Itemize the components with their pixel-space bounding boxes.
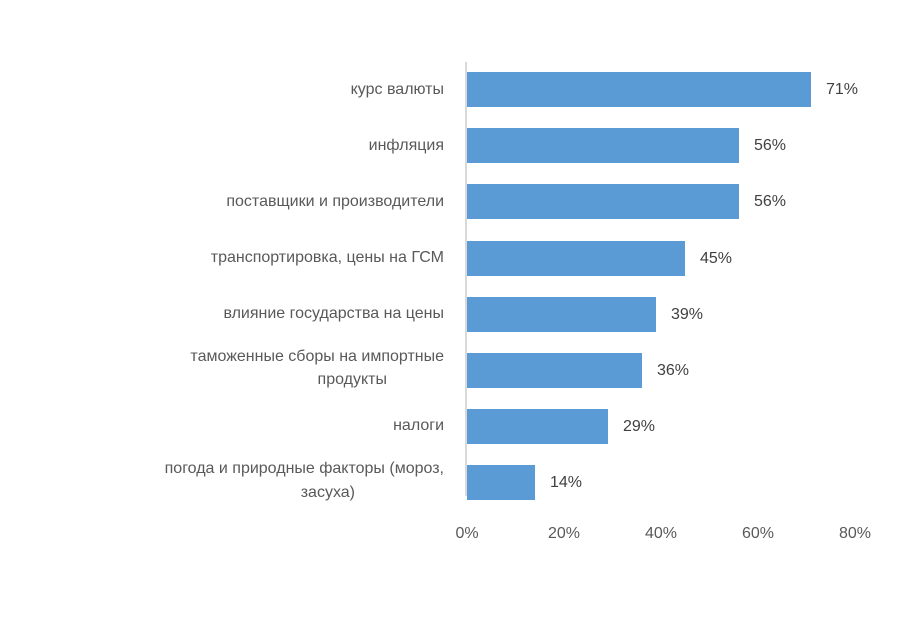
category-label: таможенные сборы на импортные xyxy=(190,348,444,365)
bar xyxy=(467,241,685,276)
category-label: погода и природные факторы (мороз, xyxy=(164,460,444,477)
category-label: налоги xyxy=(393,417,444,434)
bar xyxy=(467,353,642,388)
category-label: влияние государства на цены xyxy=(223,305,444,322)
x-tick-label: 0% xyxy=(455,525,479,542)
data-label: 56% xyxy=(754,137,787,154)
category-label: поставщики и производители xyxy=(226,193,444,210)
data-label: 39% xyxy=(671,306,704,323)
x-tick-label: 20% xyxy=(547,525,581,542)
x-tick-label: 80% xyxy=(838,525,872,542)
bar xyxy=(467,128,739,163)
x-tick-label: 60% xyxy=(741,525,775,542)
data-label: 71% xyxy=(826,81,859,98)
bar xyxy=(467,409,608,444)
bar xyxy=(467,184,739,219)
category-label: транспортировка, цены на ГСМ xyxy=(210,249,444,266)
category-label: инфляция xyxy=(368,137,444,154)
data-label: 45% xyxy=(700,250,733,267)
y-axis-line xyxy=(465,62,467,496)
category-label: курс валюты xyxy=(350,81,444,98)
category-label: продукты xyxy=(317,371,387,388)
bar xyxy=(467,297,656,332)
bar xyxy=(467,465,535,500)
data-label: 29% xyxy=(623,418,656,435)
data-label: 36% xyxy=(657,362,690,379)
x-tick-label: 40% xyxy=(644,525,678,542)
data-label: 14% xyxy=(550,474,583,491)
category-label: засуха) xyxy=(300,484,355,501)
bar xyxy=(467,72,811,107)
data-label: 56% xyxy=(754,193,787,210)
